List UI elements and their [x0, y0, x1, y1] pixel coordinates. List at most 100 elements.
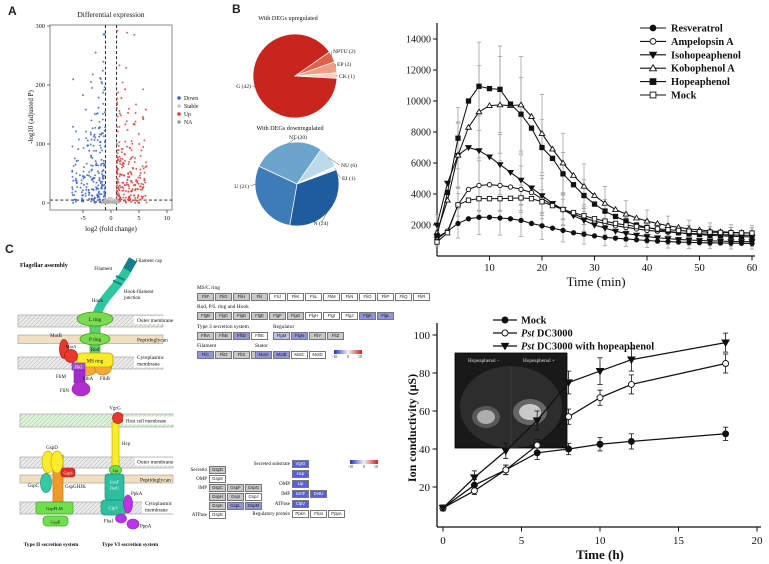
marker-circle [501, 316, 509, 324]
panel-label-a: A [8, 4, 17, 18]
pppa-shape [126, 518, 140, 530]
data-point [89, 175, 92, 178]
heatmap-cell: FlgL [377, 312, 394, 320]
marker-triangle-down [517, 177, 525, 184]
marker-square [476, 195, 482, 202]
heatmap-cell: FlhA [197, 332, 214, 340]
diagram-label: PppA [140, 525, 152, 530]
data-point [86, 144, 89, 147]
heatmap-group-title: Rod, P/L ring and Hook [197, 304, 249, 310]
data-point [134, 197, 137, 199]
data-point [76, 186, 79, 188]
data-point [140, 149, 143, 152]
data-point [118, 141, 121, 144]
data-point [129, 146, 132, 149]
marker-circle [596, 440, 604, 448]
data-point [85, 186, 88, 189]
marker-square [696, 229, 703, 235]
data-point [125, 190, 127, 192]
data-point [129, 158, 132, 161]
data-point [92, 198, 95, 201]
data-point [126, 31, 128, 34]
data-point [85, 130, 87, 133]
data-point [98, 197, 101, 200]
data-point [118, 184, 121, 187]
diagram-label: FliM [56, 375, 67, 380]
heatmap-cell: FlhE [251, 332, 268, 340]
y-tick-label: 6000 [411, 159, 431, 170]
data-point [103, 190, 106, 193]
marker-triangle-down [611, 228, 620, 235]
marker-circle [722, 430, 730, 438]
heatmap-cell: FlhD [233, 332, 250, 340]
data-point [73, 157, 76, 160]
heatmap-cell: FliN [341, 293, 358, 301]
marker-circle [623, 236, 629, 242]
pie-slice-label: NU (6) [341, 162, 357, 169]
data-point [92, 180, 95, 183]
marker-triangle-down [595, 367, 605, 376]
data-point [118, 109, 121, 112]
marker-square [560, 206, 566, 213]
data-point [118, 155, 121, 158]
data-point [125, 66, 128, 69]
data-point [133, 123, 136, 126]
x-axis-label: log2 (fold change) [85, 225, 137, 233]
marker-circle [476, 182, 482, 189]
marker-square [686, 228, 692, 234]
data-point [75, 130, 77, 133]
x-tick-label: 5 [519, 535, 525, 547]
diagram-label: GspC [28, 484, 40, 489]
heatmap-cell: GspK [209, 502, 226, 510]
data-point [124, 123, 127, 126]
marker-square [444, 189, 451, 196]
legend-marker [177, 112, 181, 116]
y-tick-label: 2000 [411, 221, 431, 232]
marker-circle [591, 233, 598, 239]
heatmap-cell: GspL [227, 502, 244, 510]
data-point [121, 81, 124, 84]
x-tick-label: -5 [80, 215, 85, 222]
data-point [135, 103, 138, 106]
pie-slice-label: EJ (1) [342, 175, 356, 182]
data-point [75, 180, 78, 182]
diagram-label: PpkA [131, 492, 143, 497]
data-point [104, 188, 107, 190]
diagram-label: Flagellar assembly [20, 263, 68, 269]
data-point [116, 172, 119, 175]
marker-square [570, 182, 577, 188]
data-point [104, 202, 107, 204]
data-point [77, 138, 80, 141]
marker-circle [470, 487, 478, 495]
heatmap-row-label: Secretin [190, 467, 207, 473]
diagram-label: Cytoplasmic [137, 355, 165, 361]
secretion-heatmap: Secretin GspD OMP GspS IMP GspC GspF GspG GspH Gs… [190, 448, 452, 536]
data-point [134, 188, 137, 191]
diagram-label: MS ring [87, 360, 104, 365]
data-point [142, 117, 145, 120]
marker-circle [502, 466, 510, 474]
chart-title: Differential expression [78, 10, 145, 19]
heatmap-cell: GspG [245, 484, 262, 492]
pie-slice-label: U (21) [234, 183, 249, 190]
line-shape [115, 275, 125, 281]
series-line [442, 362, 726, 509]
data-point [95, 200, 98, 203]
legend-label: Stable [184, 104, 199, 110]
deg-pie-charts: With DEGs upregulated NPTU (2) EP (2) CK (1… [234, 15, 357, 227]
fhai-shape [115, 513, 127, 524]
x-tick-label: 50 [694, 263, 705, 274]
data-point [88, 170, 91, 173]
diagram-label: Hcp [122, 442, 131, 447]
marker-circle [501, 329, 509, 337]
membrane-band [19, 474, 174, 484]
colorbar [334, 350, 362, 354]
legend-label: Ampelopsin A [671, 37, 734, 48]
marker-triangle-down [538, 193, 546, 200]
marker-square [465, 197, 472, 203]
data-point [131, 155, 134, 158]
data-point [141, 115, 144, 118]
heatmap-row-label: IMP [198, 485, 207, 491]
marker-triangle-up [611, 205, 620, 212]
data-point [71, 188, 74, 191]
